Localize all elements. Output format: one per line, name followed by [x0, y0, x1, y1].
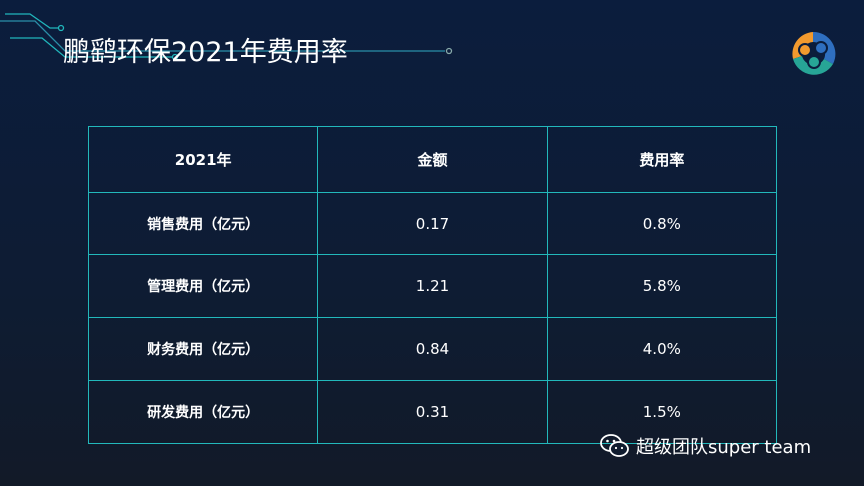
row-label: 管理费用（亿元） — [87, 254, 319, 319]
row-amount: 0.17 — [317, 191, 548, 256]
header-year: 2021年 — [87, 126, 319, 193]
header-rate: 费用率 — [546, 126, 778, 193]
row-amount: 0.84 — [317, 317, 548, 382]
watermark: 超级团队super team — [600, 433, 811, 459]
row-rate: 4.0% — [546, 317, 778, 382]
team-logo — [792, 31, 836, 75]
row-rate: 0.8% — [546, 191, 778, 256]
row-label: 研发费用（亿元） — [87, 380, 319, 444]
table-row: 财务费用（亿元） 0.84 4.0% — [87, 317, 778, 382]
table-row: 销售费用（亿元） 0.17 0.8% — [87, 191, 778, 256]
table-row: 管理费用（亿元） 1.21 5.8% — [87, 254, 778, 319]
row-amount: 0.31 — [317, 380, 548, 444]
page-title: 鹏鹞环保2021年费用率 — [63, 37, 348, 68]
row-label: 销售费用（亿元） — [87, 191, 319, 256]
row-label: 财务费用（亿元） — [87, 317, 319, 382]
table-row: 研发费用（亿元） 0.31 1.5% — [87, 380, 778, 444]
table-header-row: 2021年 金额 费用率 — [87, 126, 778, 193]
expense-rate-table: 2021年 金额 费用率 销售费用（亿元） 0.17 0.8% 管理费用（亿元）… — [87, 126, 778, 444]
wechat-icon — [600, 434, 629, 457]
row-rate: 1.5% — [546, 380, 778, 444]
row-rate: 5.8% — [546, 254, 778, 319]
circuit-decoration — [0, 13, 453, 61]
row-amount: 1.21 — [317, 254, 548, 319]
watermark-text: 超级团队super team — [636, 437, 812, 458]
header-amount: 金额 — [317, 126, 548, 193]
